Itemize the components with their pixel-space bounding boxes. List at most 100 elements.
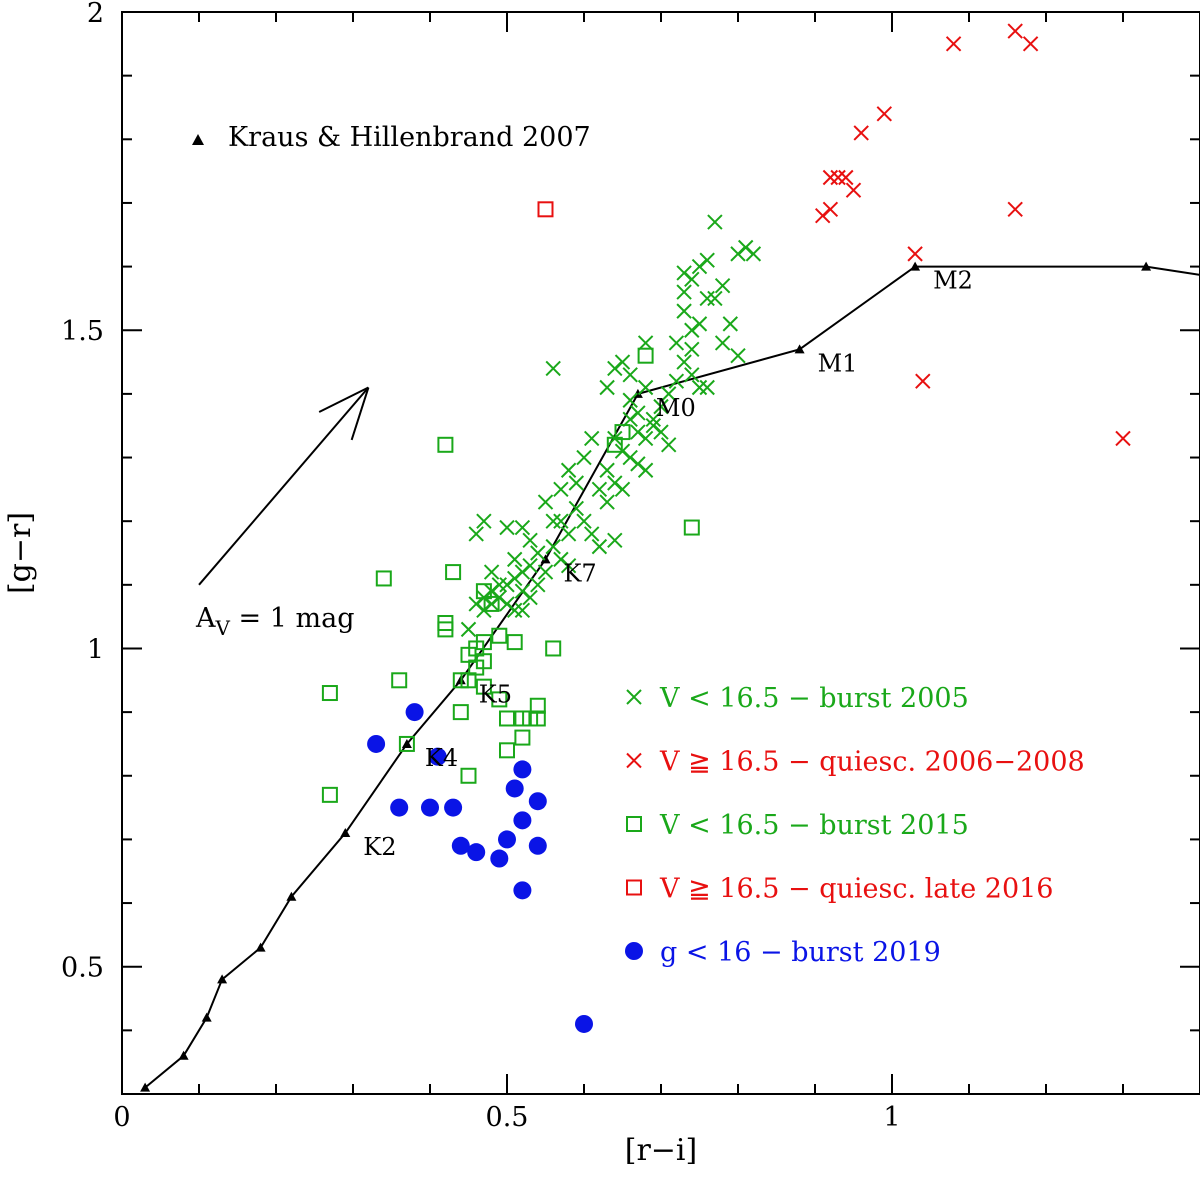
- x-marker-stroke: [553, 551, 569, 568]
- x-tick-label: 0.5: [486, 1102, 529, 1133]
- x-marker-stroke: [1022, 36, 1039, 52]
- x-marker-stroke: [691, 379, 708, 396]
- x-marker-stroke: [722, 316, 739, 332]
- x-marker: [530, 545, 546, 561]
- square-marker: [445, 564, 462, 581]
- square-marker: [475, 678, 492, 695]
- square-marker: [475, 634, 492, 651]
- kh-legend-label: Kraus & Hillenbrand 2007: [228, 122, 591, 153]
- x-marker: [745, 246, 762, 262]
- circle-marker: [513, 760, 532, 779]
- square-marker: [514, 729, 531, 746]
- x-marker: [907, 246, 923, 262]
- x-marker: [622, 411, 638, 428]
- x-marker-stroke: [583, 430, 600, 447]
- x-marker-stroke: [1007, 201, 1023, 218]
- x-marker-stroke: [684, 322, 700, 338]
- x-marker-stroke: [514, 583, 531, 599]
- x-marker-stroke: [591, 481, 608, 498]
- x-marker-stroke: [537, 494, 554, 510]
- square-marker: [437, 436, 454, 453]
- x-marker-stroke: [637, 462, 654, 478]
- x-marker: [560, 558, 577, 574]
- spectral-type-label: M1: [818, 349, 858, 377]
- square-marker: [614, 424, 631, 441]
- x-marker: [506, 602, 523, 618]
- x-marker-stroke: [506, 551, 523, 568]
- x-marker: [676, 303, 692, 319]
- x-tick-label: 1: [883, 1102, 900, 1133]
- sequence-point: [401, 738, 412, 748]
- x-marker: [876, 106, 893, 122]
- x-marker: [514, 602, 531, 618]
- square-marker: [491, 627, 508, 644]
- sequence-point: [1141, 261, 1152, 271]
- reddening-label: AV = 1 mag: [195, 603, 355, 640]
- x-marker-stroke: [822, 201, 839, 218]
- x-marker-stroke: [1007, 23, 1023, 39]
- x-marker-stroke: [537, 564, 554, 580]
- spectral-type-label: M2: [933, 267, 973, 295]
- x-marker-stroke: [483, 564, 500, 580]
- circle-marker: [405, 703, 424, 722]
- x-marker-stroke: [714, 277, 731, 294]
- x-marker-stroke: [560, 558, 577, 574]
- x-marker: [637, 335, 654, 351]
- x-marker-stroke: [607, 532, 623, 548]
- sequence-point: [286, 891, 297, 901]
- sequence-point: [910, 261, 921, 271]
- x-marker-stroke: [707, 214, 723, 230]
- x-marker-stroke: [491, 577, 508, 593]
- square-marker: [499, 742, 515, 759]
- x-marker-stroke: [684, 271, 700, 288]
- x-marker-stroke: [545, 360, 561, 377]
- plot-frame: [121, 11, 1200, 1095]
- sequence-point: [217, 974, 228, 984]
- x-marker: [707, 290, 723, 307]
- x-marker-stroke: [499, 577, 515, 593]
- x-marker-stroke: [645, 411, 662, 428]
- x-marker-stroke: [684, 367, 700, 383]
- x-marker-stroke: [614, 354, 631, 370]
- x-marker: [853, 125, 869, 141]
- legend-x-icon-stroke: [626, 689, 642, 705]
- x-marker-stroke: [599, 462, 615, 478]
- kh-legend: Kraus & Hillenbrand 2007: [192, 122, 591, 153]
- square-marker: [475, 653, 492, 670]
- x-marker-stroke: [838, 169, 854, 186]
- x-marker-stroke: [699, 290, 715, 307]
- x-marker: [714, 335, 731, 351]
- x-marker-stroke: [660, 437, 677, 453]
- spectral-type-label: K4: [425, 744, 458, 772]
- x-marker: [1007, 201, 1023, 218]
- x-marker-stroke: [560, 526, 577, 542]
- x-marker: [676, 354, 692, 370]
- circle-marker: [444, 798, 463, 817]
- spectral-type-labels: K2 K4 K5 K7 M0 M1 M2: [363, 267, 973, 861]
- x-marker-stroke: [614, 481, 631, 498]
- square-marker: [437, 615, 454, 632]
- square-marker: [491, 691, 508, 708]
- circle-marker: [451, 836, 470, 855]
- x-marker: [522, 532, 538, 548]
- x-marker: [545, 360, 561, 377]
- x-marker: [614, 481, 631, 498]
- sequence-point: [540, 554, 551, 564]
- x-marker-stroke: [945, 36, 962, 52]
- x-marker-stroke: [830, 169, 846, 186]
- x-marker: [568, 500, 585, 517]
- reddening-label-rest: = 1 mag: [230, 603, 355, 634]
- x-marker-stroke: [514, 602, 531, 618]
- x-marker: [699, 290, 715, 307]
- x-marker: [545, 513, 561, 529]
- x-axis-title: [r−i]: [625, 1133, 697, 1168]
- x-marker-stroke: [630, 456, 646, 472]
- spectral-type-label: K2: [363, 833, 396, 861]
- x-marker: [699, 252, 715, 268]
- sequence-point: [340, 828, 351, 838]
- x-marker: [607, 532, 623, 548]
- x-marker-stroke: [476, 513, 492, 529]
- spectral-type-label: K7: [564, 559, 597, 587]
- x-marker: [684, 322, 700, 338]
- x-marker-stroke: [499, 596, 515, 612]
